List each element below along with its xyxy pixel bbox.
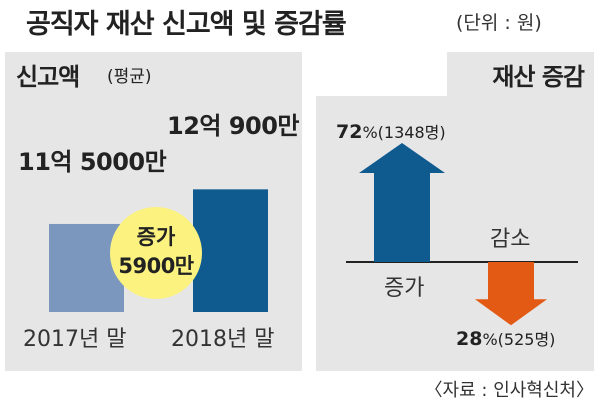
bar-1 [193, 189, 268, 312]
unit-label: (단위 : 원) [456, 12, 542, 34]
increase-arrow [359, 143, 445, 262]
right-panel-title: 재산 증감 [492, 63, 585, 91]
category-label-decrease: 감소 [490, 227, 530, 252]
left-panel-title: 신고액 [16, 63, 80, 91]
increase-circle [110, 207, 202, 299]
source-note: 〈자료 : 인사혁신처〉 [424, 380, 594, 401]
pct-label-0: 72%(1348명) [336, 121, 446, 143]
title-row: 공직자 재산 신고액 및 증감률 (단위 : 원) [0, 0, 600, 44]
category-label-1: 2018년 말 [171, 327, 274, 352]
right-panel-tab: 재산 증감 [447, 52, 594, 96]
category-label-0: 2017년 말 [23, 327, 126, 352]
increase-circle-line1: 증가 [137, 225, 176, 249]
left-panel-tab: 신고액 (평균) [5, 52, 165, 96]
pct-label-1: 28%(525명) [456, 328, 555, 350]
right-panel [316, 96, 594, 371]
decrease-arrow [475, 262, 547, 326]
category-label-increase: 증가 [384, 276, 424, 301]
page-title: 공직자 재산 신고액 및 증감률 [26, 9, 347, 40]
bar-value-label-0: 11억 5000만 [18, 148, 167, 176]
bar-0 [49, 223, 124, 312]
left-panel-subtitle: (평균) [107, 67, 152, 87]
increase-circle-line2: 5900만 [118, 254, 193, 278]
bar-value-label-1: 12억 900만 [167, 112, 299, 140]
